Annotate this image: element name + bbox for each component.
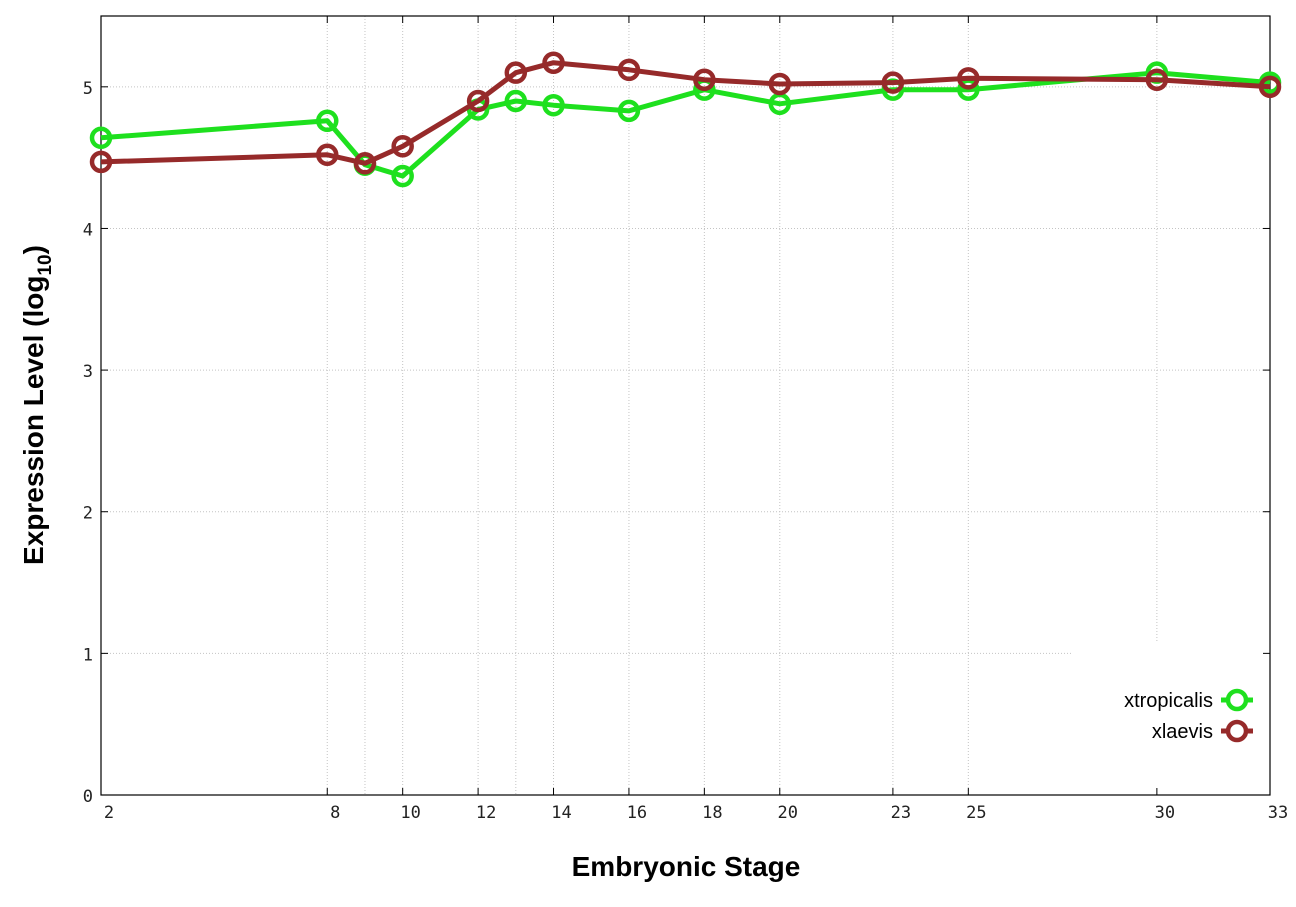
legend-entry: xtropicalis bbox=[1124, 688, 1253, 712]
y-tick-label: 0 bbox=[83, 787, 93, 807]
x-tick-label: 25 bbox=[966, 803, 986, 823]
data-point bbox=[504, 61, 528, 84]
y-axis-title-main: Expression Level (log bbox=[18, 276, 49, 565]
legend-box bbox=[1071, 643, 1270, 794]
data-point bbox=[1258, 75, 1282, 99]
x-tick-label: 8 bbox=[330, 803, 340, 823]
legend: xtropicalis xlaevis bbox=[1124, 688, 1253, 743]
x-tick-label: 18 bbox=[702, 803, 722, 823]
data-point bbox=[504, 89, 528, 113]
legend-entry: xlaevis bbox=[1152, 719, 1253, 743]
data-point bbox=[391, 135, 414, 158]
y-tick-label: 5 bbox=[83, 79, 93, 99]
y-tick-label: 3 bbox=[83, 362, 93, 382]
data-point bbox=[89, 150, 113, 174]
data-point bbox=[693, 68, 716, 91]
y-tick-label: 4 bbox=[83, 220, 93, 240]
data-point bbox=[466, 89, 490, 113]
data-point bbox=[617, 58, 641, 82]
x-tick-label: 14 bbox=[551, 803, 571, 823]
y-axis-title-close: ) bbox=[18, 245, 49, 254]
plot-frame bbox=[100, 15, 1271, 796]
data-point bbox=[391, 164, 414, 188]
y-axis-title-subscript: 10 bbox=[35, 254, 56, 275]
legend-label: xtropicalis bbox=[1124, 690, 1213, 712]
legend-marker bbox=[1225, 688, 1249, 712]
series-xlaevis bbox=[89, 51, 1282, 175]
series-line bbox=[100, 70, 1271, 179]
data-point bbox=[768, 72, 792, 96]
x-tick-label: 23 bbox=[891, 803, 911, 823]
y-tick-label: 1 bbox=[83, 645, 93, 665]
x-tick-label: 2 bbox=[104, 803, 114, 823]
x-tick-label: 16 bbox=[627, 803, 647, 823]
y-axis-title: Expression Level (log10) bbox=[18, 245, 56, 565]
series-line bbox=[100, 60, 1271, 166]
data-point bbox=[89, 126, 113, 150]
data-point bbox=[542, 93, 565, 117]
data-point bbox=[881, 71, 905, 94]
x-tick-label: 12 bbox=[476, 803, 496, 823]
data-point bbox=[316, 109, 339, 133]
x-tick-label: 33 bbox=[1268, 803, 1288, 823]
legend-marker bbox=[1225, 719, 1249, 743]
x-tick-label: 30 bbox=[1155, 803, 1175, 823]
legend-background bbox=[1071, 643, 1270, 794]
x-axis-title: Embryonic Stage bbox=[572, 851, 801, 882]
series-xtropicalis bbox=[89, 61, 1282, 188]
data-point bbox=[957, 67, 980, 90]
series-layer bbox=[89, 51, 1282, 188]
data-point bbox=[542, 51, 565, 74]
x-tick-label: 10 bbox=[400, 803, 420, 823]
data-point bbox=[617, 99, 641, 123]
y-tick-label: 2 bbox=[83, 504, 93, 524]
data-point bbox=[316, 143, 339, 167]
x-tick-label: 20 bbox=[778, 803, 798, 823]
legend-label: xlaevis bbox=[1152, 721, 1213, 743]
data-point bbox=[353, 152, 377, 175]
data-point bbox=[1145, 68, 1169, 91]
